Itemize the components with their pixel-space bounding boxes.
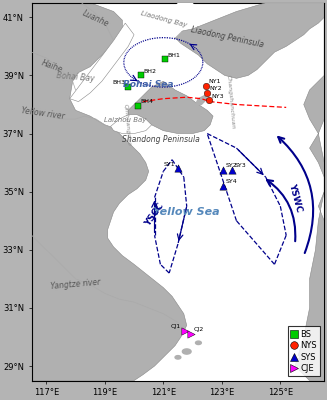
Polygon shape xyxy=(175,356,181,359)
Point xyxy=(188,331,194,337)
Text: Qinhuangdao: Qinhuangdao xyxy=(122,104,131,146)
Polygon shape xyxy=(163,3,324,78)
Text: Bohai Bay: Bohai Bay xyxy=(56,71,95,83)
Point xyxy=(162,56,167,63)
Point xyxy=(221,183,226,189)
Text: SY2: SY2 xyxy=(226,163,237,168)
Text: Changshanchuan: Changshanchuan xyxy=(226,74,235,129)
Text: BH3: BH3 xyxy=(112,80,125,85)
Polygon shape xyxy=(196,96,207,104)
Text: Bohai Sea: Bohai Sea xyxy=(123,80,174,89)
Text: Shandong Peninsula: Shandong Peninsula xyxy=(122,135,199,144)
Polygon shape xyxy=(32,3,187,380)
Legend: BS, NYS, SYS, CJE: BS, NYS, SYS, CJE xyxy=(288,326,320,376)
Text: NY1: NY1 xyxy=(208,79,221,84)
Text: YSWC: YSWC xyxy=(287,182,303,213)
Polygon shape xyxy=(196,341,201,344)
Polygon shape xyxy=(149,3,201,38)
Text: Luanhe: Luanhe xyxy=(81,9,111,29)
Polygon shape xyxy=(182,349,191,354)
Point xyxy=(139,72,144,79)
Text: Yellow river: Yellow river xyxy=(21,106,66,121)
Text: BH4: BH4 xyxy=(141,99,154,104)
Text: Yellow Sea: Yellow Sea xyxy=(153,207,220,217)
Text: Yangtze river: Yangtze river xyxy=(50,278,101,291)
Text: Haihe: Haihe xyxy=(40,59,64,75)
Text: CJ1: CJ1 xyxy=(171,324,181,330)
Text: Liaodong Peninsula: Liaodong Peninsula xyxy=(191,26,265,50)
Polygon shape xyxy=(295,3,324,380)
Point xyxy=(126,84,131,90)
Polygon shape xyxy=(134,32,175,78)
Point xyxy=(203,82,208,89)
Text: BH1: BH1 xyxy=(167,53,180,58)
Text: YSCC: YSCC xyxy=(143,202,166,228)
Point xyxy=(221,167,226,173)
Text: Liaodong Bay: Liaodong Bay xyxy=(140,10,187,28)
Text: NY3: NY3 xyxy=(211,94,224,99)
Point xyxy=(206,97,211,103)
Text: SY3: SY3 xyxy=(234,163,246,168)
Text: SY1: SY1 xyxy=(163,162,175,167)
Polygon shape xyxy=(128,81,213,134)
Text: BH2: BH2 xyxy=(144,69,157,74)
Text: NY2: NY2 xyxy=(210,86,222,92)
Point xyxy=(205,90,210,96)
Text: CJ2: CJ2 xyxy=(194,327,204,332)
Polygon shape xyxy=(70,23,134,102)
Text: SY4: SY4 xyxy=(226,179,237,184)
Point xyxy=(183,328,188,334)
Point xyxy=(136,103,141,109)
Text: Laizhou Bay: Laizhou Bay xyxy=(104,118,146,124)
Point xyxy=(230,167,235,173)
Polygon shape xyxy=(111,115,152,134)
Point xyxy=(175,165,181,172)
